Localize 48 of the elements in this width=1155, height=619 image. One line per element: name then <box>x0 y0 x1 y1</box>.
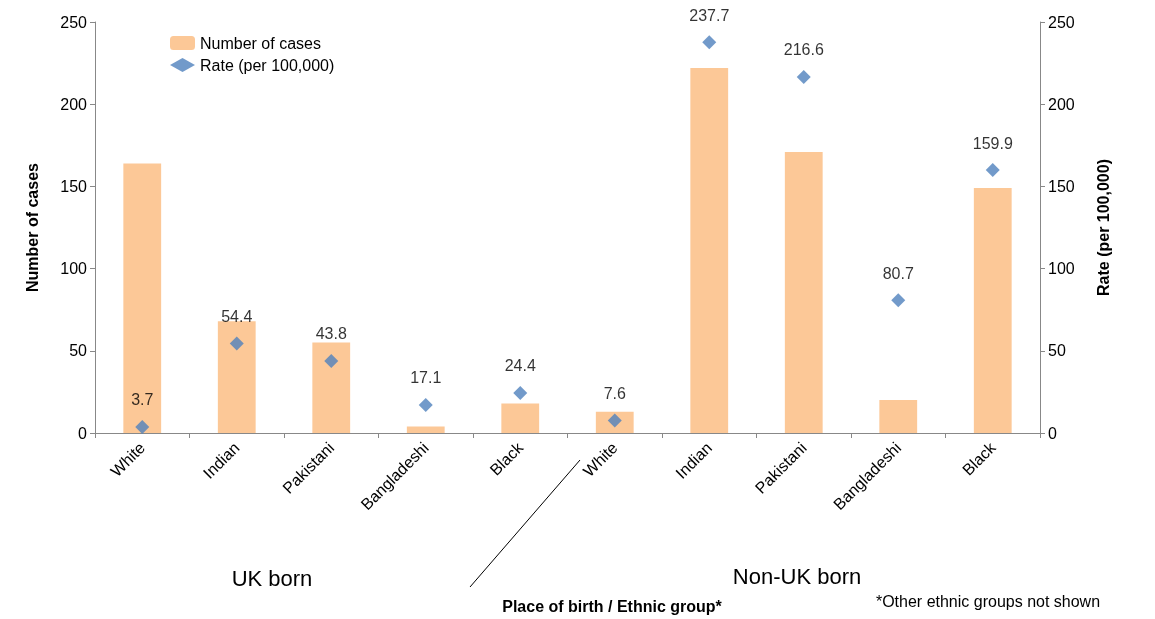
text: Non-UK born <box>732 563 862 589</box>
bar <box>973 188 1012 433</box>
point <box>702 35 717 50</box>
point <box>229 336 244 351</box>
y-tick-label: 150 <box>60 177 88 195</box>
y2-tick-label: 100 <box>1048 260 1075 278</box>
data-label: 80.7 <box>882 264 914 282</box>
bar <box>501 403 540 433</box>
point <box>985 163 1000 178</box>
y2-axis-title: Rate (per 100,000) <box>1094 159 1112 296</box>
y2-tick-label: 250 <box>1048 13 1075 31</box>
text: UK born <box>231 565 313 591</box>
y2-tick-label: 50 <box>1048 342 1066 360</box>
data-label: 159.9 <box>972 134 1013 152</box>
data-label: 24.4 <box>504 357 536 375</box>
bar <box>312 342 351 433</box>
text: Place of birth / Ethnic group* <box>502 597 723 615</box>
y2-tick-label: 200 <box>1048 95 1075 113</box>
bar <box>406 426 445 433</box>
y-tick-label: 0 <box>78 424 88 442</box>
point <box>324 353 339 368</box>
point <box>135 419 150 434</box>
bar <box>784 151 823 433</box>
bar <box>123 163 162 433</box>
data-label: 43.8 <box>315 325 347 343</box>
legend-label: Number of cases <box>200 34 321 52</box>
point <box>796 69 811 84</box>
data-label: 54.4 <box>221 308 253 326</box>
data-label: 237.7 <box>689 6 730 24</box>
bar <box>879 400 918 433</box>
y-tick-label: 50 <box>69 342 88 360</box>
y2-tick-label: 150 <box>1048 177 1075 195</box>
data-label: 7.6 <box>603 385 626 403</box>
legend-label: Rate (per 100,000) <box>200 56 335 74</box>
point <box>513 385 528 400</box>
y-tick-label: 250 <box>60 13 88 31</box>
text: *Other ethnic groups not shown <box>875 592 1101 610</box>
data-label: 3.7 <box>131 391 154 409</box>
y-tick-label: 200 <box>60 95 88 113</box>
bar <box>690 68 729 433</box>
point <box>418 397 433 412</box>
bar <box>217 321 256 433</box>
y-tick-label: 100 <box>60 260 88 278</box>
point <box>891 293 906 308</box>
data-label: 216.6 <box>783 41 824 59</box>
data-label: 17.1 <box>410 369 442 387</box>
y-axis-title: Number of cases <box>23 162 41 292</box>
y2-tick-label: 0 <box>1048 424 1057 442</box>
